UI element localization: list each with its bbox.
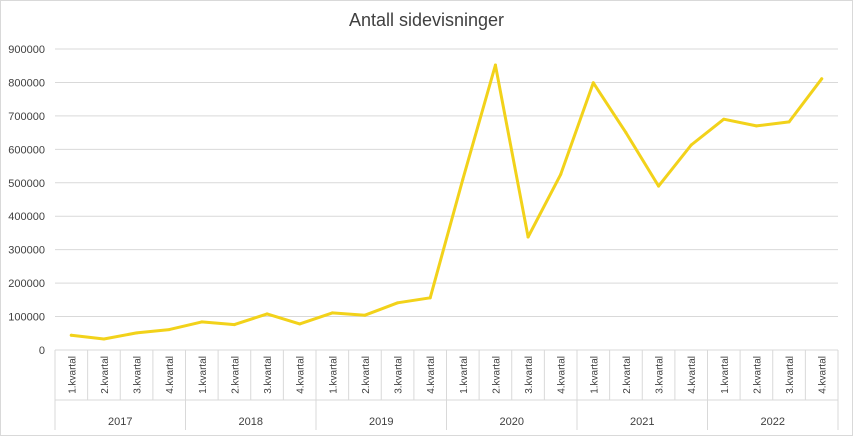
x-tick-label: 4.kvartal (296, 356, 307, 394)
x-tick-label: 1.kvartal (198, 356, 209, 394)
y-tick-label: 500000 (8, 178, 45, 190)
gridlines (55, 48, 838, 351)
data-point (102, 337, 106, 341)
x-tick-label: 4.kvartal (557, 356, 568, 394)
x-tick-label: 1.kvartal (328, 356, 339, 394)
data-point (493, 63, 497, 67)
y-tick-label: 100000 (8, 312, 45, 324)
data-point (428, 296, 432, 300)
x-tick-label: 2.kvartal (491, 356, 502, 394)
x-tick-label: 4.kvartal (687, 356, 698, 394)
y-tick-label: 700000 (8, 111, 45, 123)
data-point (330, 311, 334, 315)
x-tick-label: 4.kvartal (818, 356, 829, 394)
x-tick-label: 3.kvartal (655, 356, 666, 394)
data-point (461, 177, 465, 181)
year-label: 2019 (369, 416, 393, 428)
x-tick-label: 2.kvartal (230, 356, 241, 394)
x-tick-label: 2.kvartal (361, 356, 372, 394)
data-point (754, 124, 758, 128)
data-point (787, 120, 791, 124)
data-point (232, 323, 236, 327)
y-tick-label: 600000 (8, 144, 45, 156)
data-point (526, 235, 530, 239)
x-tick-label: 1.kvartal (67, 356, 78, 394)
data-point (298, 322, 302, 326)
data-point (265, 312, 269, 316)
x-tick-label: 2.kvartal (752, 356, 763, 394)
x-tick-label: 3.kvartal (524, 356, 535, 394)
data-point (657, 184, 661, 188)
y-tick-label: 900000 (8, 44, 45, 56)
data-point (722, 117, 726, 121)
x-tick-label: 2.kvartal (100, 356, 111, 394)
x-tick-label: 2.kvartal (622, 356, 633, 394)
series-line (69, 63, 824, 341)
data-point (69, 333, 73, 337)
year-label: 2021 (630, 416, 654, 428)
data-point (200, 320, 204, 324)
x-tick-label: 4.kvartal (426, 356, 437, 394)
data-point (396, 301, 400, 305)
axes: 0 100000 200000 300000 400000 500000 600000 700… (8, 44, 839, 430)
chart-title: Antall sidevisninger (348, 10, 505, 30)
data-line (69, 63, 824, 341)
data-point (820, 77, 824, 81)
data-point (363, 313, 367, 317)
data-point (135, 331, 139, 335)
x-tick-label: 1.kvartal (459, 356, 470, 394)
data-point (689, 143, 693, 147)
data-point (591, 81, 595, 85)
y-tick-label: 0 (39, 345, 45, 357)
x-tick-label: 3.kvartal (263, 356, 274, 394)
data-point (559, 172, 563, 176)
y-tick-label: 300000 (8, 245, 45, 257)
x-tick-label: 1.kvartal (589, 356, 600, 394)
year-label: 2022 (761, 416, 785, 428)
data-point (624, 131, 628, 135)
x-tick-label: 4.kvartal (165, 356, 176, 394)
y-tick-label: 200000 (8, 278, 45, 290)
y-tick-label: 800000 (8, 77, 45, 89)
x-tick-label: 3.kvartal (133, 356, 144, 394)
y-tick-label: 400000 (8, 211, 45, 223)
year-label: 2017 (108, 416, 132, 428)
year-label: 2018 (239, 416, 263, 428)
x-tick-label: 3.kvartal (785, 356, 796, 394)
x-tick-label: 3.kvartal (394, 356, 405, 394)
year-label: 2020 (500, 416, 524, 428)
data-point (167, 328, 171, 332)
x-tick-label: 1.kvartal (720, 356, 731, 394)
